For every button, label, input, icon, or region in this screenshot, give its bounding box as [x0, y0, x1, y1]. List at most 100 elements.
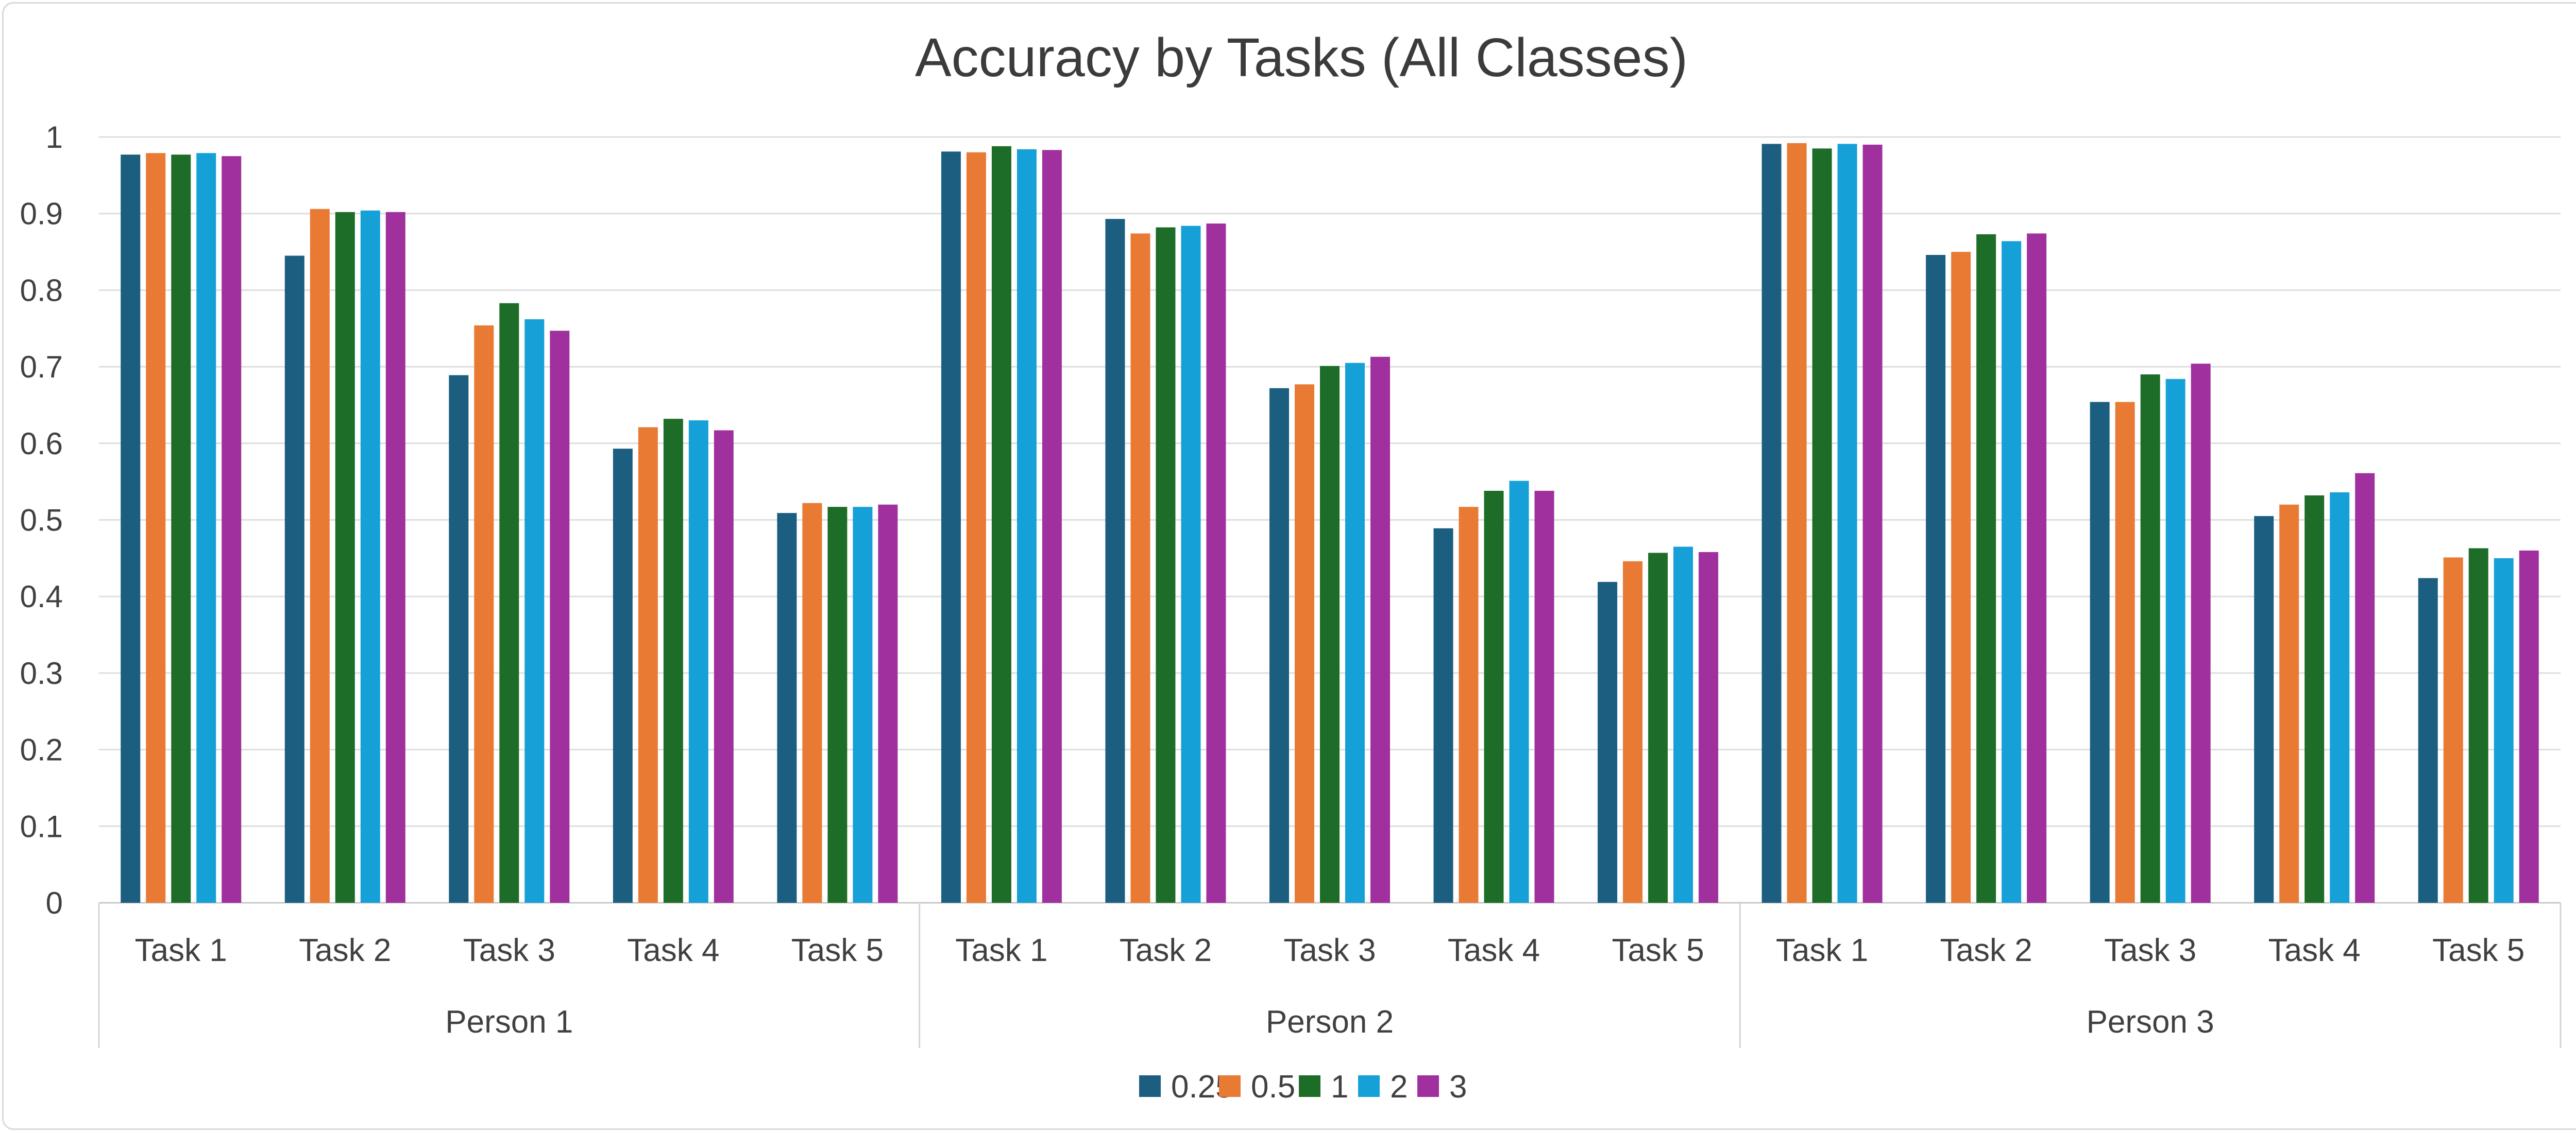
bar — [524, 319, 545, 903]
bar — [1016, 149, 1037, 903]
bar — [474, 325, 494, 903]
legend-swatch — [1358, 1075, 1380, 1097]
x-tick-label: Task 4 — [1448, 933, 1540, 968]
bar — [688, 420, 708, 903]
legend-swatch — [1139, 1075, 1161, 1097]
x-group-label: Person 3 — [2087, 1004, 2214, 1040]
x-tick-label: Task 1 — [955, 933, 1047, 968]
x-tick-label: Task 5 — [791, 933, 884, 968]
bar — [360, 210, 380, 903]
x-tick-label: Task 4 — [2268, 933, 2361, 968]
bar — [878, 504, 898, 903]
bar — [1130, 233, 1150, 903]
x-axis: Task 1 Task 2 Task 3 Task 4 Task 5 Task 1 Task… — [98, 903, 2562, 1048]
bar — [2002, 241, 2022, 903]
legend-label: 3 — [1449, 1069, 1467, 1105]
bar — [2494, 558, 2514, 903]
bar — [1976, 234, 1996, 903]
bar — [146, 153, 166, 903]
bar — [449, 375, 469, 903]
y-tick-label: 0.8 — [20, 273, 63, 307]
bar — [2519, 550, 2539, 903]
bar — [714, 430, 734, 903]
bar — [1951, 252, 1971, 903]
bar — [1598, 581, 1618, 903]
bar — [1370, 356, 1390, 903]
y-tick-label: 0.1 — [20, 809, 63, 844]
y-tick-label: 0.6 — [20, 426, 63, 461]
bar — [1623, 561, 1643, 903]
legend: 0.25 0.5 1 2 3 — [1139, 1069, 1467, 1105]
x-tick-label: Task 5 — [2432, 933, 2524, 968]
legend-label: 2 — [1390, 1069, 1408, 1105]
bar — [1787, 143, 1807, 903]
bar — [499, 303, 519, 903]
bar — [385, 212, 405, 903]
x-tick-label: Task 2 — [299, 933, 391, 968]
bar — [638, 427, 658, 903]
bar — [1534, 490, 1554, 903]
bar — [284, 255, 304, 903]
bar — [1042, 150, 1062, 903]
bar — [2165, 379, 2185, 903]
bar — [853, 507, 873, 903]
bar — [2443, 557, 2463, 903]
bars — [121, 143, 2539, 903]
bar — [1295, 384, 1314, 903]
bar — [1206, 224, 1226, 903]
bar — [2330, 492, 2350, 903]
x-tick-label: Task 3 — [1283, 933, 1376, 968]
legend-swatch — [1299, 1075, 1320, 1097]
legend-item: 0.5 — [1219, 1069, 1295, 1105]
y-tick-label: 0.4 — [20, 579, 63, 614]
x-tick-label: Task 1 — [1776, 933, 1868, 968]
bar — [2140, 374, 2160, 903]
bar — [827, 507, 848, 903]
bar — [2279, 504, 2299, 903]
x-tick-label: Task 2 — [1940, 933, 2032, 968]
y-tick-label: 0.9 — [20, 197, 63, 231]
bar — [991, 146, 1011, 903]
bar — [2418, 578, 2438, 903]
x-group-label: Person 2 — [1266, 1004, 1394, 1040]
bar — [1648, 553, 1668, 903]
legend-swatch — [1219, 1075, 1241, 1097]
bar — [2355, 473, 2375, 903]
bar — [121, 154, 141, 903]
x-group-label: Person 1 — [445, 1004, 573, 1040]
bar — [1509, 480, 1529, 903]
y-tick-label: 0.2 — [20, 733, 63, 767]
y-tick-label: 0.5 — [20, 503, 63, 538]
bar — [1673, 546, 1693, 903]
bar — [1761, 144, 1782, 903]
chart-title: Accuracy by Tasks (All Classes) — [915, 27, 1688, 88]
legend-label: 1 — [1331, 1069, 1348, 1105]
x-tick-label: Task 1 — [135, 933, 227, 968]
bar — [1699, 552, 1719, 903]
bar — [2304, 495, 2325, 903]
bar — [1926, 254, 1946, 903]
bar — [1105, 219, 1125, 903]
legend-swatch — [1417, 1075, 1439, 1097]
y-tick-label: 0.7 — [20, 350, 63, 384]
bar — [1269, 388, 1289, 903]
bar — [222, 156, 242, 903]
bar — [2191, 364, 2211, 903]
y-tick-label: 0 — [46, 886, 63, 920]
legend-item: 2 — [1358, 1069, 1408, 1105]
bar — [1433, 528, 1453, 903]
bar — [1459, 507, 1479, 903]
x-tick-label: Task 4 — [627, 933, 719, 968]
bar — [2027, 233, 2047, 903]
bar — [1156, 227, 1176, 903]
bar — [663, 419, 683, 903]
bar — [1320, 366, 1340, 903]
bar — [1484, 490, 1504, 903]
bar — [966, 152, 986, 903]
bar — [2115, 402, 2135, 903]
bar — [171, 154, 191, 903]
x-tick-label: Task 2 — [1120, 933, 1212, 968]
bar — [2468, 548, 2488, 903]
bar — [1181, 226, 1201, 903]
